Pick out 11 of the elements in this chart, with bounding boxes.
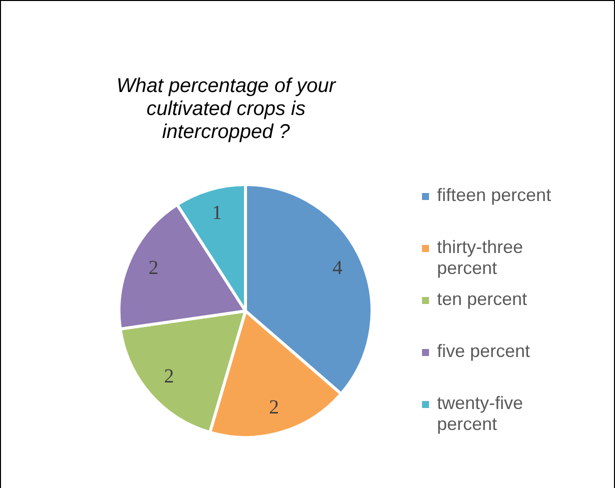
legend-label: twenty-five percent [437,393,524,434]
legend-label: five percent [437,341,530,361]
data-label: 4 [332,257,343,280]
legend-label: fifteen percent [437,185,552,205]
data-label: 1 [212,202,222,224]
chart-title: What percentage of your cultivated crops is intercropped ? [115,75,338,144]
legend-label: ten percent [437,289,528,309]
legend-label: thirty-three percent [437,237,524,278]
data-label: 2 [269,396,280,418]
data-label: 2 [164,366,174,388]
data-label: 2 [148,257,158,280]
